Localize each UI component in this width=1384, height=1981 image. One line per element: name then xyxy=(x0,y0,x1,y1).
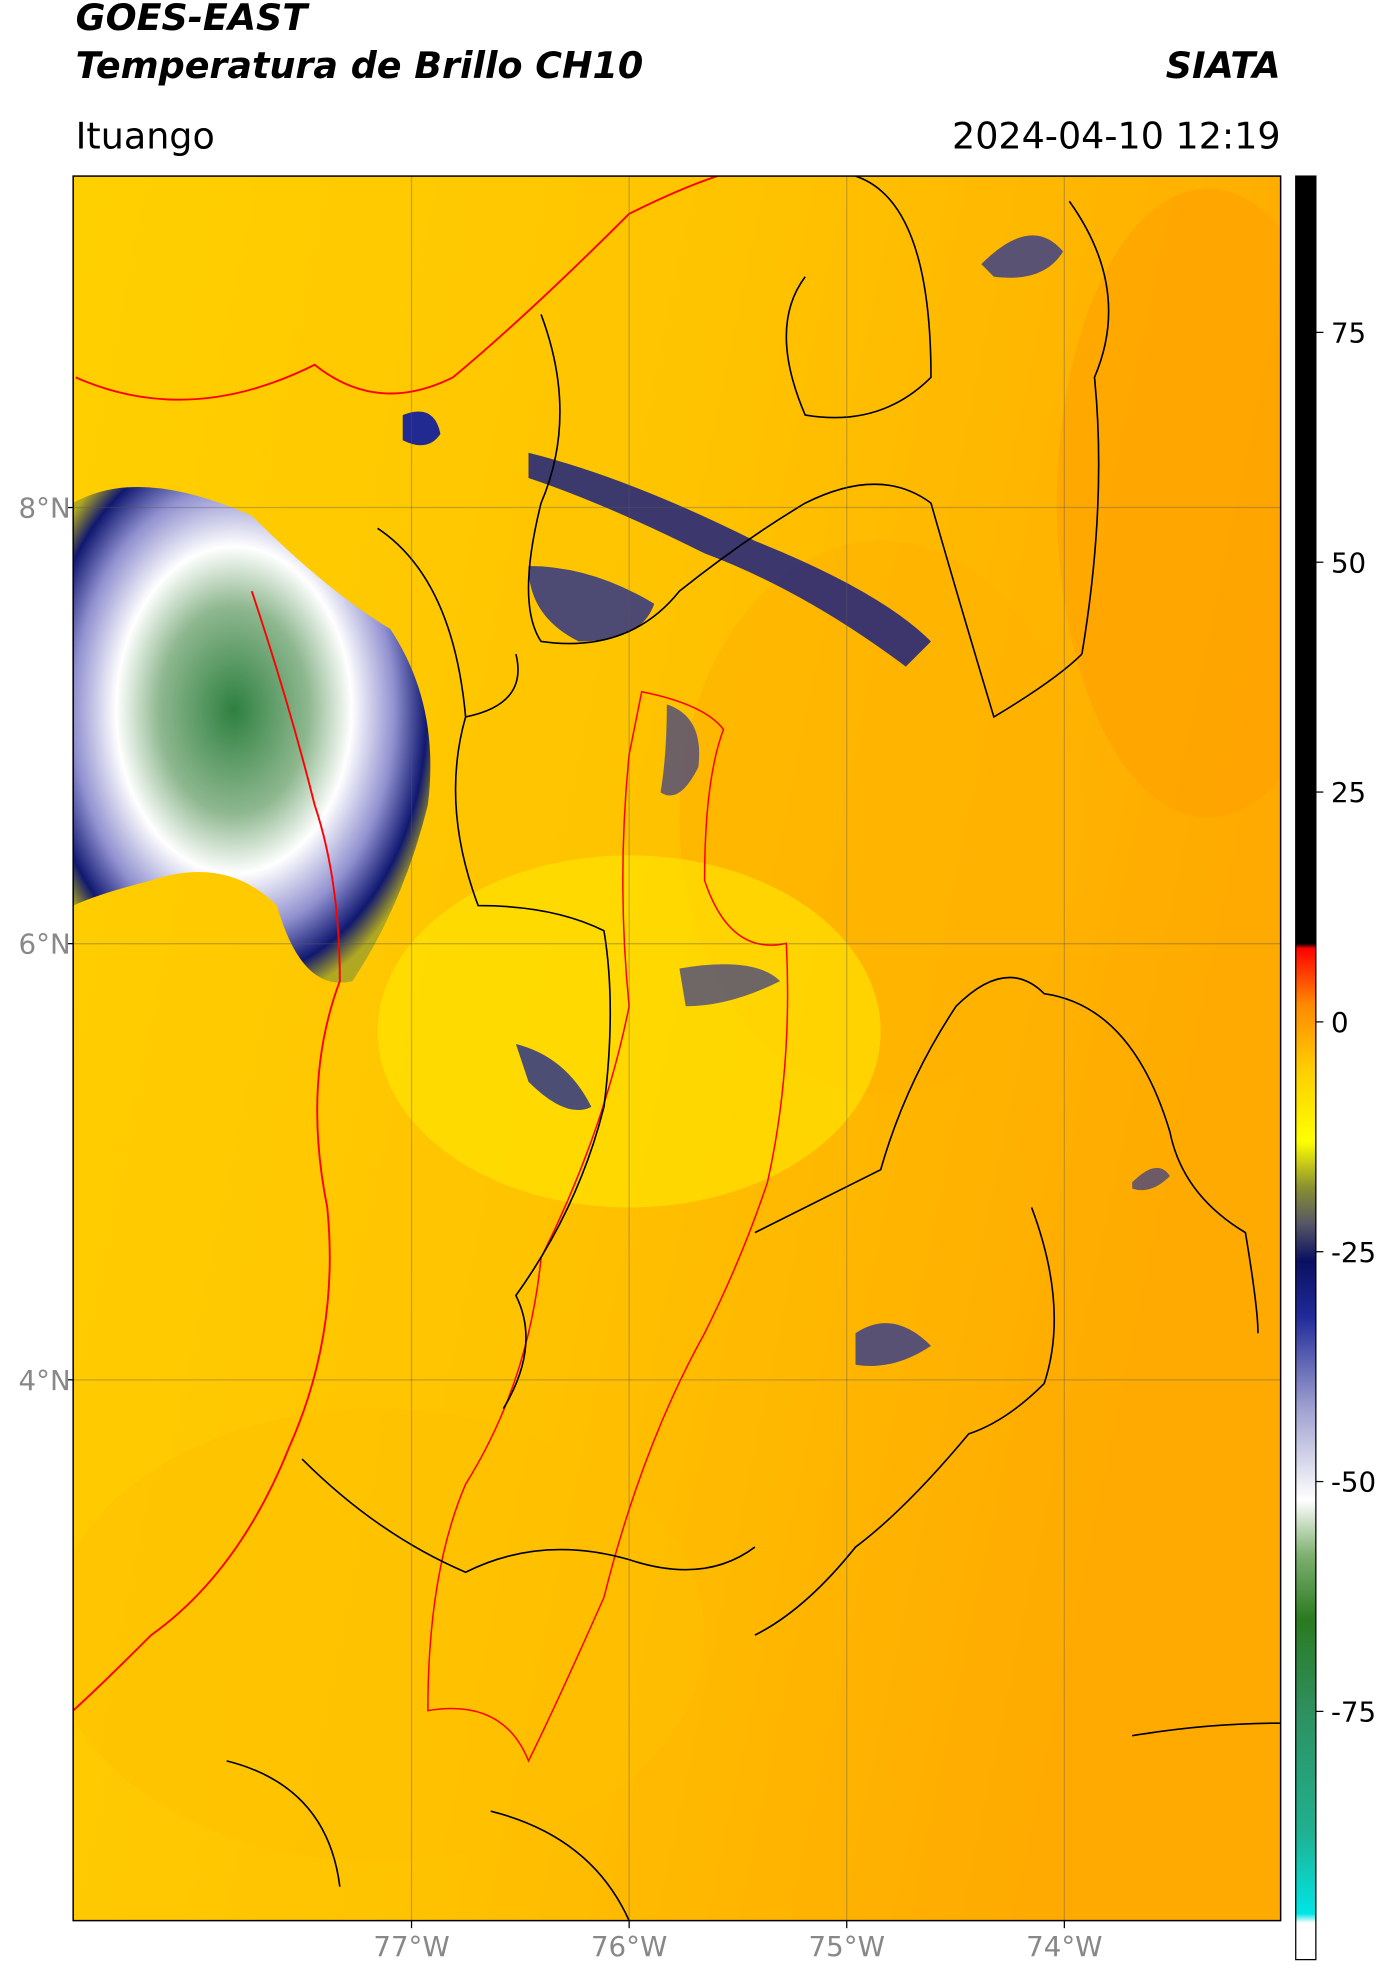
colorbar-tick-label: -50 xyxy=(1331,1466,1376,1499)
cloud-cell xyxy=(679,964,781,1007)
cloud-band xyxy=(528,566,655,642)
cloud-cell xyxy=(515,1043,592,1110)
source: SIATA xyxy=(1166,44,1281,87)
warm-area xyxy=(73,1408,705,1862)
x-tick-label: 76°W xyxy=(591,1930,667,1963)
grid xyxy=(73,176,1281,1921)
cloud-cell xyxy=(1132,1167,1170,1191)
colorbar-tick-label: -75 xyxy=(1331,1695,1376,1728)
cloud-band xyxy=(528,452,931,667)
cloud-cell xyxy=(855,1323,931,1366)
antioquia-border xyxy=(427,690,789,1763)
title: GOES-EAST xyxy=(76,0,311,39)
colorbar-tick-label: 0 xyxy=(1331,1006,1349,1039)
colorbar-tick-label: 25 xyxy=(1331,776,1366,809)
warm-area xyxy=(1056,188,1281,818)
coastline xyxy=(73,176,718,1712)
datetime: 2024-04-10 12:19 xyxy=(952,114,1281,157)
y-tick-label: 6°N xyxy=(19,928,71,961)
map-frame xyxy=(72,175,1282,1922)
y-tick-label: 8°N xyxy=(19,492,71,525)
x-tick-label: 74°W xyxy=(1026,1930,1102,1963)
colorbar-tick-label: -25 xyxy=(1331,1236,1376,1269)
x-tick-label: 77°W xyxy=(373,1930,449,1963)
subtitle: Temperatura de Brillo CH10 xyxy=(76,44,644,87)
map-image xyxy=(73,176,1281,1921)
cloud-mass xyxy=(73,486,431,983)
y-tick-label: 4°N xyxy=(19,1364,71,1397)
colorbar xyxy=(1295,175,1317,1961)
cloud-cell xyxy=(660,704,700,796)
colorbar-tick-label: 50 xyxy=(1331,546,1366,579)
admin-borders xyxy=(226,176,1281,1921)
cloud-cell xyxy=(981,235,1064,278)
colorbar-tick-label: 75 xyxy=(1331,316,1366,349)
cloud-cell xyxy=(402,411,441,446)
location: Ituango xyxy=(76,114,215,157)
x-tick-label: 75°W xyxy=(809,1930,885,1963)
